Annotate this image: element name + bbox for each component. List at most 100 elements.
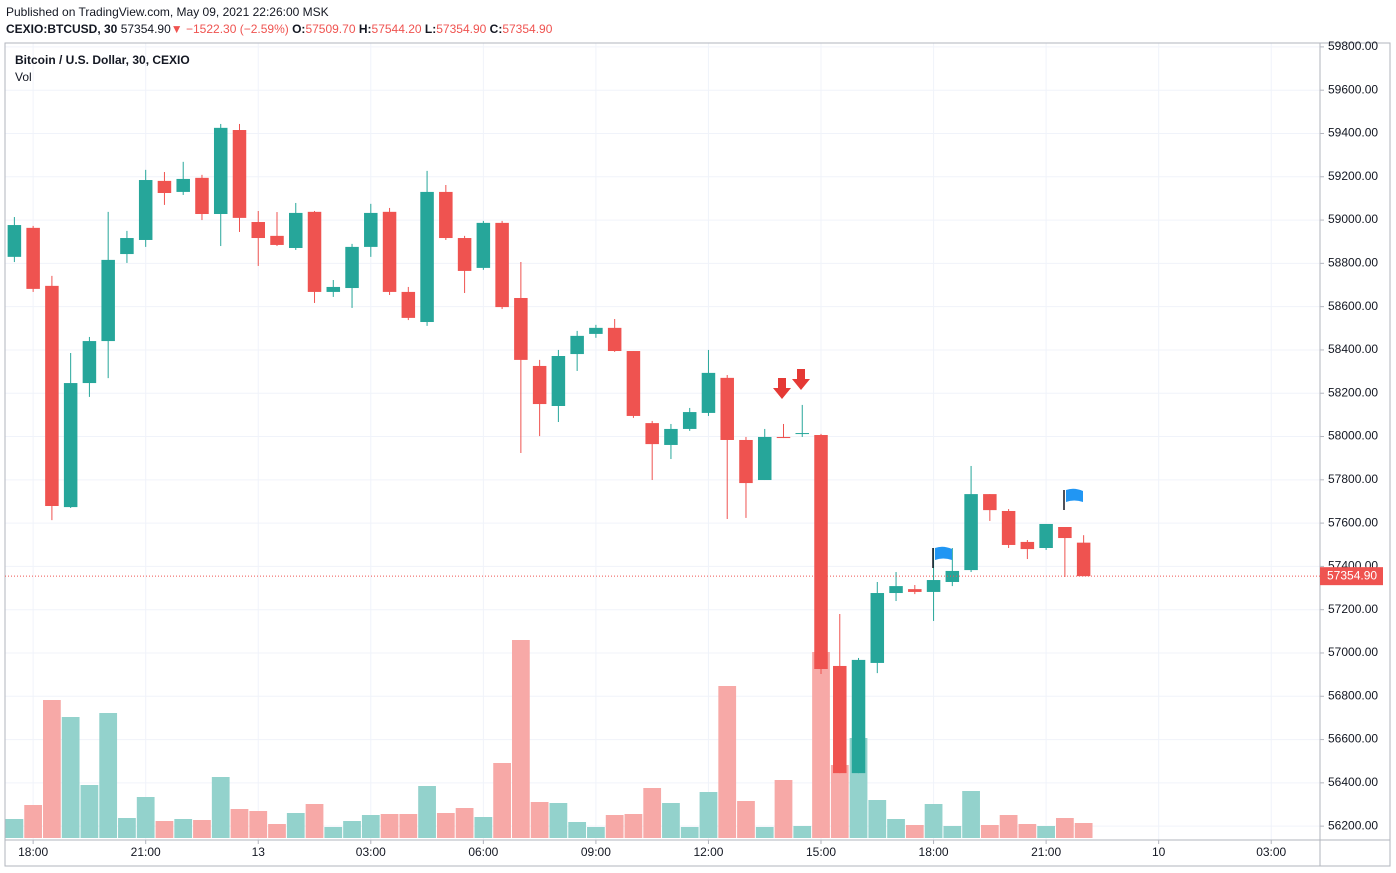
y-tick-label: 59400.00 [1328,126,1378,140]
y-tick-label: 58800.00 [1328,256,1378,270]
candle-body [120,238,134,255]
volume-bar [643,788,662,838]
x-tick-label: 21:00 [1031,845,1061,859]
h-value: 57544.20 [371,22,422,36]
price: 57354.90 [120,22,171,36]
y-tick-label: 56600.00 [1328,732,1378,746]
y-tick-label: 59200.00 [1328,169,1378,183]
x-tick-label: 03:00 [1256,845,1286,859]
volume-bar [193,820,211,838]
candle-body [926,580,941,592]
candle-body [26,227,40,289]
candle-body [326,286,341,292]
candle-body [232,130,247,218]
ohlc-line: CEXIO:BTCUSD, 30 57354.90▼ −1522.30 (−2.… [6,22,552,36]
volume-bar [380,814,399,838]
l-value: 57354.90 [436,22,487,36]
candle-body [251,222,265,239]
candle-body [964,494,978,571]
candle-body [870,593,885,663]
candle-body [345,246,359,289]
volume-bar [361,815,380,838]
x-tick-label: 06:00 [468,845,498,859]
volume-bar [624,814,643,838]
x-tick-label: 03:00 [356,845,386,859]
y-tick-label: 58000.00 [1328,429,1378,443]
candle-body [157,180,172,194]
volume-bar [286,813,305,838]
frame [4,42,1391,867]
candle-body [457,238,472,271]
candle-body [908,589,922,592]
volume-bar [493,763,511,838]
volume-bar [136,797,155,838]
volume-bar [5,819,24,838]
candle-body [364,212,378,247]
x-tick-label: 13 [252,845,266,859]
chart-title: Bitcoin / U.S. Dollar, 30, CEXIO [15,53,190,67]
volume-bar [755,827,774,838]
arrow: ▼ [170,22,183,36]
c-label: C: [489,22,503,36]
candle-body [757,436,772,481]
volume-bar [905,825,924,838]
published-line: Published on TradingView.com, May 09, 20… [6,5,329,19]
candle-body [570,335,584,355]
volume-title: Vol [15,70,32,84]
y-tick-label: 58400.00 [1328,342,1378,356]
published: Published on TradingView.com, May 09, 20… [6,5,329,19]
candle-body [983,494,997,511]
volume-bar [436,813,455,838]
volume-bar [793,826,812,838]
volume-bar [962,791,980,838]
candle-body [82,341,97,384]
candle-body [439,191,453,239]
candle-body [45,285,59,507]
volume-bar [980,825,999,838]
candle-body [401,291,416,318]
y-tick-label: 59800.00 [1328,39,1378,53]
volume-bar [1055,818,1074,838]
volume-bar [474,817,493,838]
x-tick-label: 15:00 [806,845,836,859]
y-tick-label: 57800.00 [1328,472,1378,486]
volume-bar [605,815,624,838]
candle-body [589,327,603,334]
volume-bar [99,713,118,838]
flag [935,546,952,560]
candle-body [551,355,566,407]
sell-arrow [792,369,810,390]
volume-bar [1037,826,1055,838]
candle-body [101,259,115,342]
volume-bar [662,803,680,838]
candle-body [720,377,734,440]
candle-body [195,177,209,215]
candle-body [701,372,716,413]
x-tick-label: 21:00 [131,845,161,859]
volume-bar [699,792,718,838]
y-tick-label: 59000.00 [1328,212,1378,226]
x-tick-label: 18:00 [919,845,949,859]
volume-bar [587,827,605,838]
volume-bar [24,805,43,838]
volume-bar [999,815,1018,838]
candle-body [420,191,434,323]
volume-bar [155,821,174,838]
volume-layer [5,640,1093,838]
volume-bar [718,686,737,838]
volume-bar [418,786,436,838]
sell-markers [773,369,810,399]
axes: 56200.00 56400.00 56600.00 56800.00 57000.00… [5,39,1383,859]
volume-bar [549,803,568,838]
h-label: H: [358,22,372,36]
candle-body [607,327,622,352]
candle-body [889,586,903,594]
x-tick-label: 12:00 [693,845,723,859]
candle-body [1001,510,1016,545]
volume-bar [774,780,793,838]
y-tick-label: 58200.00 [1328,385,1378,399]
candle-body [138,180,153,240]
volume-bar [924,804,943,838]
candle-body [495,222,509,308]
